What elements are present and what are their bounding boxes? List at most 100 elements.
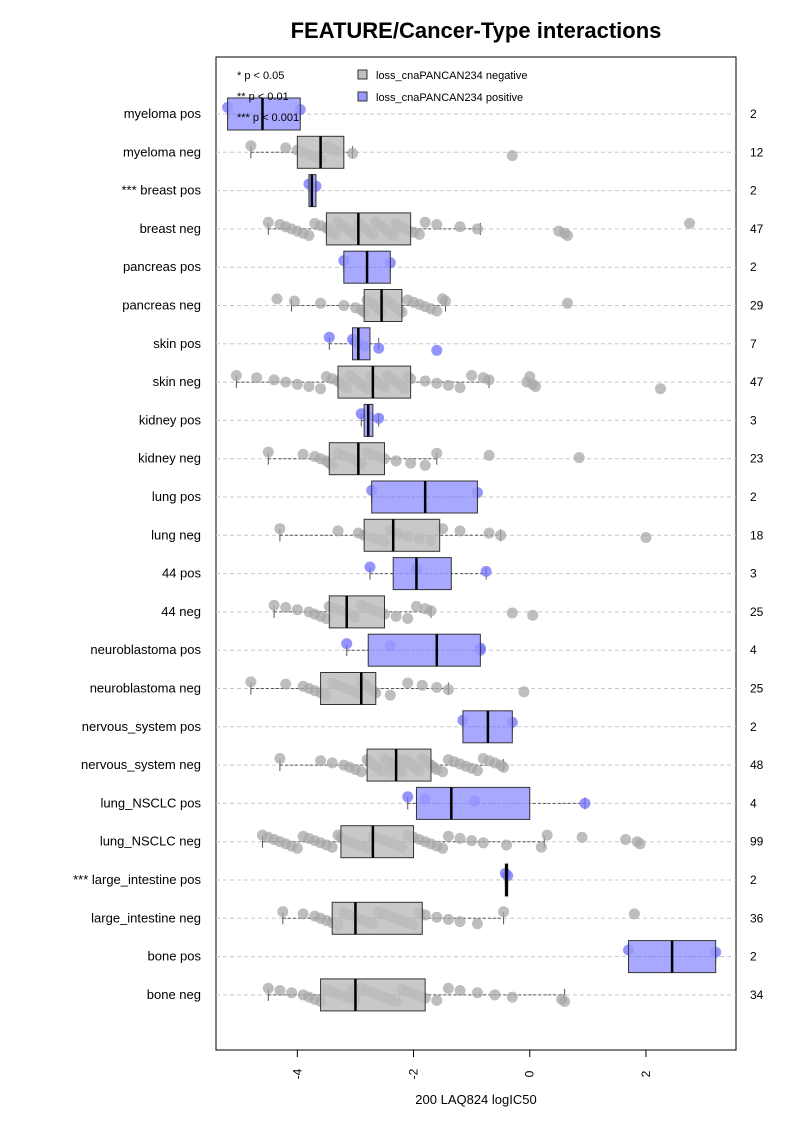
data-point <box>425 605 437 617</box>
data-point <box>684 217 696 229</box>
box <box>331 901 423 935</box>
group-label: neuroblastoma pos <box>90 642 201 657</box>
data-point <box>402 677 414 689</box>
group-label: skin pos <box>153 336 201 351</box>
data-point <box>562 297 574 309</box>
group-label: nervous_system neg <box>81 757 201 772</box>
data-point <box>274 985 286 996</box>
data-point <box>437 842 449 854</box>
data-point <box>654 383 666 395</box>
group-label: nervous_system pos <box>82 719 202 734</box>
group-count: 18 <box>750 528 764 542</box>
data-point <box>454 382 466 394</box>
x-tick-label: -4 <box>290 1068 304 1079</box>
data-point <box>326 841 338 853</box>
data-point <box>390 455 402 467</box>
group-count: 36 <box>750 911 764 925</box>
box-group <box>499 863 514 897</box>
data-point <box>454 985 466 996</box>
group-label: kidney pos <box>139 412 202 427</box>
data-point <box>251 372 263 384</box>
x-tick-label: 0 <box>523 1070 537 1077</box>
data-point <box>291 842 303 854</box>
box <box>352 327 371 361</box>
data-point <box>454 525 466 537</box>
box <box>227 97 301 131</box>
group-count: 2 <box>750 490 757 504</box>
data-point <box>620 834 632 845</box>
data-point <box>466 835 478 847</box>
box-group <box>457 710 518 744</box>
data-point <box>402 791 414 803</box>
box <box>415 786 531 820</box>
box-group <box>222 97 306 131</box>
data-point <box>454 221 466 233</box>
group-count: 2 <box>750 107 757 121</box>
data-point <box>495 529 507 541</box>
data-point <box>315 755 327 767</box>
group-label: 44 neg <box>161 604 201 619</box>
box-group <box>245 135 518 169</box>
group-label: breast neg <box>140 221 201 236</box>
data-point <box>245 676 257 688</box>
legend: * p < 0.05 ** p < 0.01 *** p < 0.001 loss_c… <box>237 69 527 124</box>
data-point <box>364 561 376 573</box>
data-point <box>535 841 547 853</box>
data-point <box>506 150 518 162</box>
data-point <box>431 305 443 317</box>
box-group <box>364 557 492 591</box>
data-point <box>579 797 591 809</box>
data-point <box>518 686 530 698</box>
group-count: 2 <box>750 873 757 887</box>
box <box>367 633 481 667</box>
group-label: large_intestine neg <box>91 910 201 925</box>
group-label: neuroblastoma neg <box>90 681 201 696</box>
box-group <box>274 518 652 552</box>
data-point <box>483 374 495 386</box>
boxes-layer <box>222 97 722 1012</box>
data-point <box>262 982 274 994</box>
box-group <box>277 901 640 935</box>
data-point <box>288 295 300 307</box>
group-labels: myeloma pos myeloma neg *** breast pos brea… <box>73 106 201 1002</box>
data-point <box>431 911 443 923</box>
data-point <box>477 837 489 849</box>
data-point <box>277 906 289 918</box>
data-point <box>291 378 303 390</box>
box <box>363 518 441 552</box>
group-label: lung_NSCLC neg <box>100 834 201 849</box>
data-point <box>640 532 652 543</box>
data-point <box>431 219 443 230</box>
data-point <box>573 452 585 464</box>
box-group <box>262 212 696 246</box>
group-count: 47 <box>750 375 764 389</box>
data-point <box>466 370 478 381</box>
data-point <box>471 223 483 235</box>
data-point <box>332 525 344 537</box>
data-point <box>373 412 385 424</box>
box-group <box>274 748 510 782</box>
box-group <box>271 289 574 322</box>
data-point <box>271 293 283 305</box>
data-point <box>483 449 495 461</box>
data-point <box>506 607 518 619</box>
data-point <box>454 916 466 928</box>
data-point <box>338 300 350 311</box>
data-point <box>341 638 353 650</box>
group-count: 47 <box>750 222 764 236</box>
group-count: 29 <box>750 299 764 313</box>
data-point <box>527 609 539 621</box>
data-point <box>405 457 417 469</box>
data-point <box>498 761 510 773</box>
data-point <box>315 297 327 309</box>
box-group <box>262 442 585 476</box>
significance-legend-entry: * p < 0.05 <box>237 70 284 82</box>
data-point <box>245 140 257 152</box>
box <box>337 365 412 399</box>
group-label: myeloma pos <box>124 106 202 121</box>
group-counts: 2 12 2 47 2 29 7 47 3 23 2 18 3 25 4 25 2 48 4 99 2 36 2 34 <box>750 107 764 1002</box>
group-count: 3 <box>750 567 757 581</box>
significance-legend-entry: ** p < 0.01 <box>237 91 289 103</box>
box-group <box>268 595 539 629</box>
data-point <box>402 613 414 624</box>
